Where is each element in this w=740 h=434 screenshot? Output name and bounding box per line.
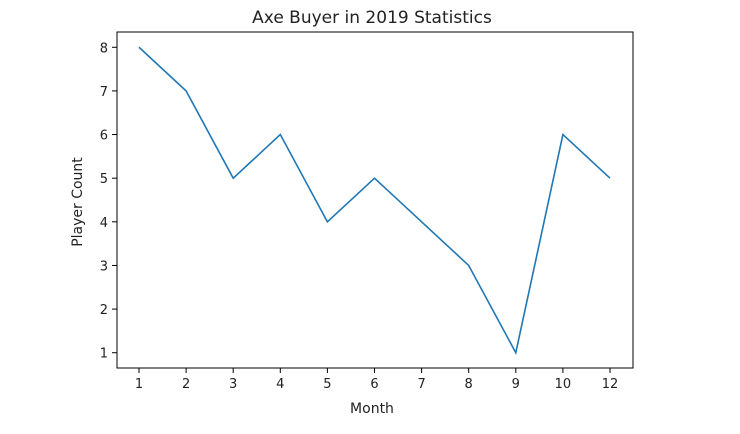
x-tick-label: 10	[555, 377, 572, 392]
x-tick-label: 2	[182, 377, 190, 392]
x-tick-label: 4	[276, 377, 284, 392]
chart-title: Axe Buyer in 2019 Statistics	[252, 8, 492, 28]
x-tick-label: 7	[417, 377, 425, 392]
x-axis-label: Month	[350, 401, 394, 417]
x-tick-label: 8	[465, 377, 473, 392]
x-tick-label: 12	[602, 377, 619, 392]
x-tick-label: 6	[370, 377, 378, 392]
y-tick-label: 8	[100, 41, 108, 56]
x-tick-label: 9	[512, 377, 520, 392]
x-tick-label: 3	[229, 377, 237, 392]
plot-frame	[116, 31, 634, 369]
y-tick-label: 5	[100, 172, 108, 187]
y-tick-label: 4	[100, 216, 108, 231]
y-axis-label: Player Count	[70, 157, 86, 247]
y-tick-label: 3	[100, 259, 108, 274]
y-tick-label: 7	[100, 85, 108, 100]
y-tick-label: 2	[100, 303, 108, 318]
y-tick-label: 1	[100, 347, 108, 362]
x-tick-label: 5	[323, 377, 331, 392]
x-tick-label: 1	[135, 377, 143, 392]
y-tick-label: 6	[100, 129, 108, 144]
series-line	[138, 46, 611, 356]
